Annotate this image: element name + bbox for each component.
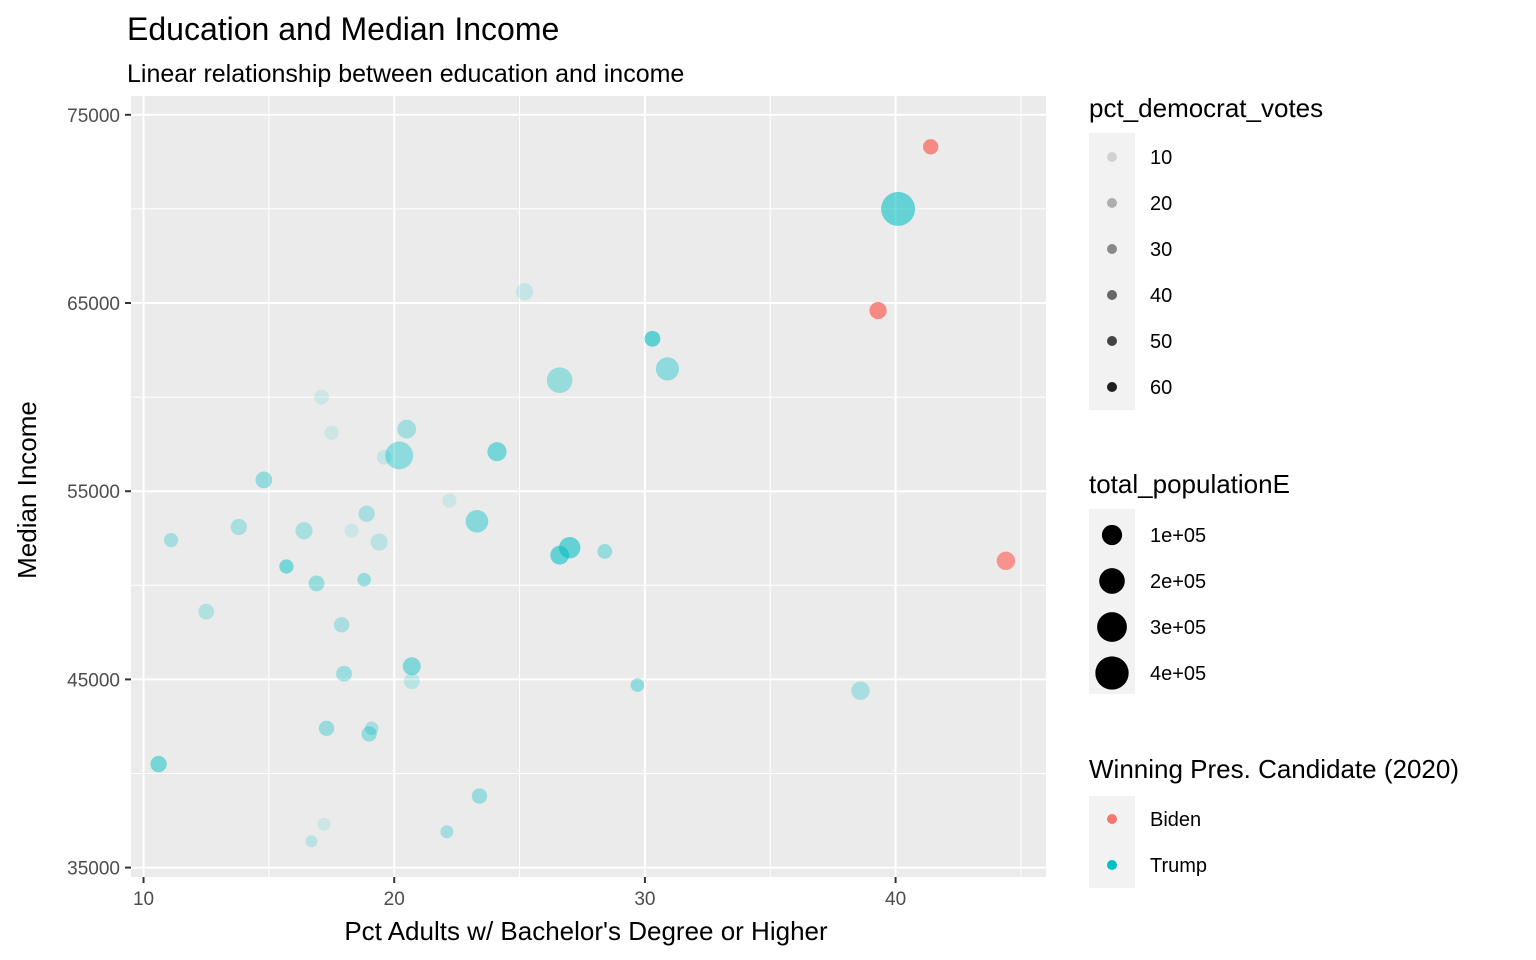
data-point xyxy=(358,505,375,522)
data-point xyxy=(996,551,1016,571)
legend-alpha-key-bg xyxy=(1089,133,1135,410)
legend-size-key xyxy=(1101,524,1123,546)
data-point xyxy=(630,678,645,692)
data-point xyxy=(357,572,371,587)
legend-alpha-label: 50 xyxy=(1150,331,1172,353)
legend-size-label: 3e+05 xyxy=(1150,617,1206,639)
data-point xyxy=(644,330,661,347)
legend-size-key xyxy=(1099,568,1125,594)
legend-size-label: 1e+05 xyxy=(1150,525,1206,547)
data-point xyxy=(336,665,353,682)
data-point xyxy=(655,357,680,381)
legend-size-key xyxy=(1095,656,1129,690)
legend-size-items: 1e+05 2e+05 3e+05 4e+05 xyxy=(1095,524,1206,690)
legend-alpha-label: 40 xyxy=(1150,285,1172,307)
data-point xyxy=(279,559,294,574)
data-point xyxy=(597,544,613,559)
data-point xyxy=(550,545,570,565)
data-point xyxy=(385,441,414,470)
legend-size-label: 2e+05 xyxy=(1150,571,1206,593)
y-axis-title: Median Income xyxy=(12,401,42,579)
axis-ticks: 10 20 30 40 35000 45000 55000 65000 75000 xyxy=(67,106,906,910)
data-point xyxy=(317,817,331,831)
legend-alpha-key xyxy=(1107,198,1117,208)
x-tick-label: 30 xyxy=(634,889,655,910)
legend-alpha-label: 20 xyxy=(1150,193,1172,215)
x-tick-label: 10 xyxy=(133,889,154,910)
legend-alpha-key xyxy=(1107,382,1117,392)
data-point xyxy=(150,755,167,773)
legend-alpha-label: 30 xyxy=(1150,239,1172,261)
data-point xyxy=(295,522,313,540)
legend-size-label: 4e+05 xyxy=(1150,663,1206,685)
x-tick-label: 20 xyxy=(384,889,405,910)
legend-color-label: Biden xyxy=(1150,809,1201,831)
legend-color-key-bg xyxy=(1089,796,1135,888)
plot-panel xyxy=(131,96,1046,877)
data-point xyxy=(314,389,329,405)
legend-alpha-label: 10 xyxy=(1150,147,1172,169)
x-axis-title: Pct Adults w/ Bachelor's Degree or Highe… xyxy=(344,916,828,946)
y-tick-label: 65000 xyxy=(67,294,120,315)
data-point xyxy=(397,419,417,439)
data-point xyxy=(164,533,179,548)
data-point xyxy=(869,301,887,320)
legend-alpha-title: pct_democrat_votes xyxy=(1089,93,1323,123)
y-tick-label: 35000 xyxy=(67,859,120,880)
data-point xyxy=(440,825,454,839)
grid-major xyxy=(131,96,1046,877)
data-point xyxy=(442,493,457,508)
legend-alpha-items: 10 20 30 40 50 60 xyxy=(1107,147,1172,399)
data-point xyxy=(471,788,488,804)
data-point xyxy=(487,442,507,462)
legend-color-label: Trump xyxy=(1150,855,1207,877)
legend-color: Winning Pres. Candidate (2020) Biden Trum… xyxy=(1089,754,1459,888)
data-point xyxy=(308,575,325,592)
legend-alpha-key xyxy=(1107,336,1117,346)
legend-size-key xyxy=(1097,612,1127,642)
data-point xyxy=(364,721,379,736)
data-point xyxy=(344,523,359,538)
legend-color-key xyxy=(1107,860,1117,870)
legend-color-title: Winning Pres. Candidate (2020) xyxy=(1089,754,1459,784)
chart-title: Education and Median Income xyxy=(127,11,559,47)
data-point xyxy=(403,673,420,690)
data-point xyxy=(515,283,534,301)
legend-alpha-key xyxy=(1107,290,1117,300)
data-point xyxy=(255,471,273,489)
legend-alpha-label: 60 xyxy=(1150,377,1172,399)
data-point xyxy=(324,425,339,440)
data-point xyxy=(333,617,350,633)
legend-size-title: total_populationE xyxy=(1089,469,1290,499)
legend-alpha-key xyxy=(1107,244,1117,254)
data-point xyxy=(305,835,318,848)
data-points xyxy=(150,139,1016,848)
y-tick-label: 55000 xyxy=(67,482,120,503)
y-tick-label: 45000 xyxy=(67,670,120,691)
data-point xyxy=(198,603,215,620)
legend-color-items: Biden Trump xyxy=(1107,809,1207,877)
data-point xyxy=(376,449,392,465)
data-point xyxy=(361,726,377,742)
y-tick-label: 75000 xyxy=(67,106,120,127)
data-point xyxy=(370,533,388,551)
data-point xyxy=(881,191,916,226)
data-point xyxy=(402,657,421,676)
data-point xyxy=(546,367,573,393)
data-point xyxy=(465,510,489,533)
data-point xyxy=(851,681,870,700)
grid-minor xyxy=(131,96,1046,877)
legend-size: total_populationE 1e+05 2e+05 3e+05 4e+05 xyxy=(1089,469,1290,694)
legend-alpha: pct_democrat_votes 10 20 30 40 50 60 xyxy=(1089,93,1323,410)
chart-subtitle: Linear relationship between education an… xyxy=(127,60,684,88)
data-point xyxy=(318,720,335,736)
x-tick-label: 40 xyxy=(885,889,906,910)
data-point xyxy=(230,518,247,536)
legend-alpha-key xyxy=(1107,152,1117,162)
legend-color-key xyxy=(1107,814,1117,824)
data-point xyxy=(923,139,939,155)
